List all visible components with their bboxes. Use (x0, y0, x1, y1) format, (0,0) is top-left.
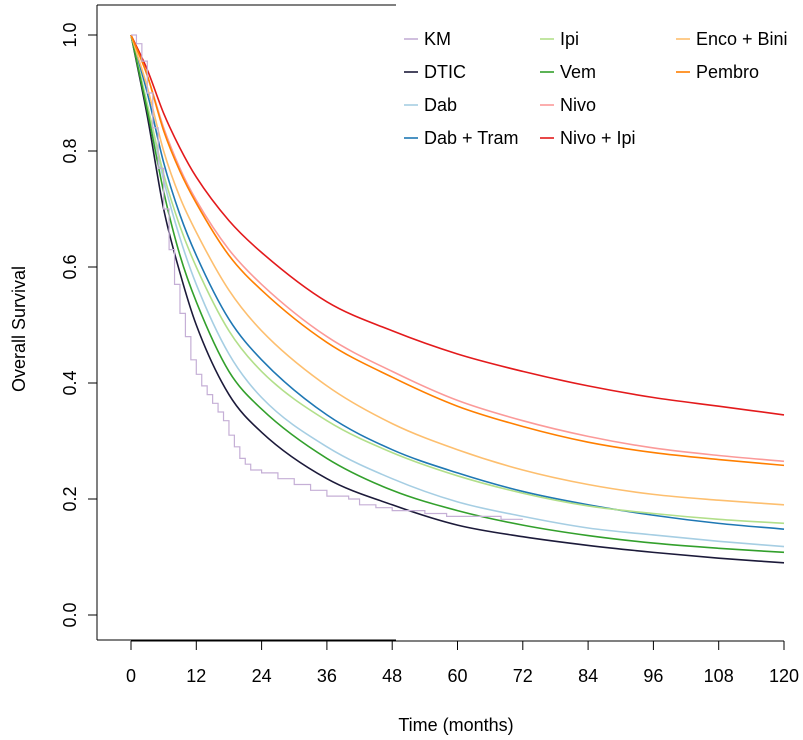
series-line-dab-tram (130, 34, 785, 530)
x-tick-label: 120 (769, 666, 799, 686)
series-line-dtic (130, 34, 785, 564)
legend-label-enco-bini: Enco + Bini (696, 29, 788, 49)
series-line-nivo (130, 34, 785, 463)
legend-label-nivo: Nivo (560, 95, 596, 115)
y-tick-label: 0.8 (60, 138, 80, 163)
plot-lines (130, 34, 785, 564)
series-line-nivo-ipi (130, 34, 785, 416)
series-line-km (131, 34, 523, 520)
x-tick-label: 108 (704, 666, 734, 686)
legend-label-pembro: Pembro (696, 62, 759, 82)
x-tick-label: 72 (513, 666, 533, 686)
legend-label-ipi: Ipi (560, 29, 579, 49)
legend-label-dab: Dab (424, 95, 457, 115)
y-tick-label: 0.0 (60, 602, 80, 627)
x-tick-label: 24 (252, 666, 272, 686)
x-tick-label: 12 (186, 666, 206, 686)
series-line-dab (130, 34, 785, 548)
series-line-ipi (130, 34, 785, 525)
x-tick-label: 96 (643, 666, 663, 686)
series-line-vem (130, 34, 785, 554)
legend: KM DTIC Dab Dab + Tram Ipi Vem Nivo Nivo + Ipi E… (404, 29, 788, 148)
x-tick-label: 84 (578, 666, 598, 686)
y-tick-label: 1.0 (60, 22, 80, 47)
y-axis-label: Overall Survival (9, 266, 29, 392)
legend-background (396, 22, 796, 154)
legend-label-dab-tram: Dab + Tram (424, 128, 519, 148)
legend-label-nivo-ipi: Nivo + Ipi (560, 128, 636, 148)
series-line-enco-bini (130, 34, 785, 506)
series-line-pembro (130, 34, 785, 467)
legend-label-vem: Vem (560, 62, 596, 82)
x-tick-label: 60 (447, 666, 467, 686)
x-tick-label: 48 (382, 666, 402, 686)
x-tick-label: 0 (126, 666, 136, 686)
x-tick-label: 36 (317, 666, 337, 686)
x-axis-label: Time (months) (398, 715, 513, 735)
legend-label-km: KM (424, 29, 451, 49)
y-tick-label: 0.6 (60, 254, 80, 279)
legend-label-dtic: DTIC (424, 62, 466, 82)
y-tick-label: 0.2 (60, 486, 80, 511)
axes: 0.0 0.2 0.4 0.6 0.8 1.0 0 12 24 36 48 60 72 84 96 108 12… (60, 4, 799, 686)
y-tick-label: 0.4 (60, 370, 80, 395)
